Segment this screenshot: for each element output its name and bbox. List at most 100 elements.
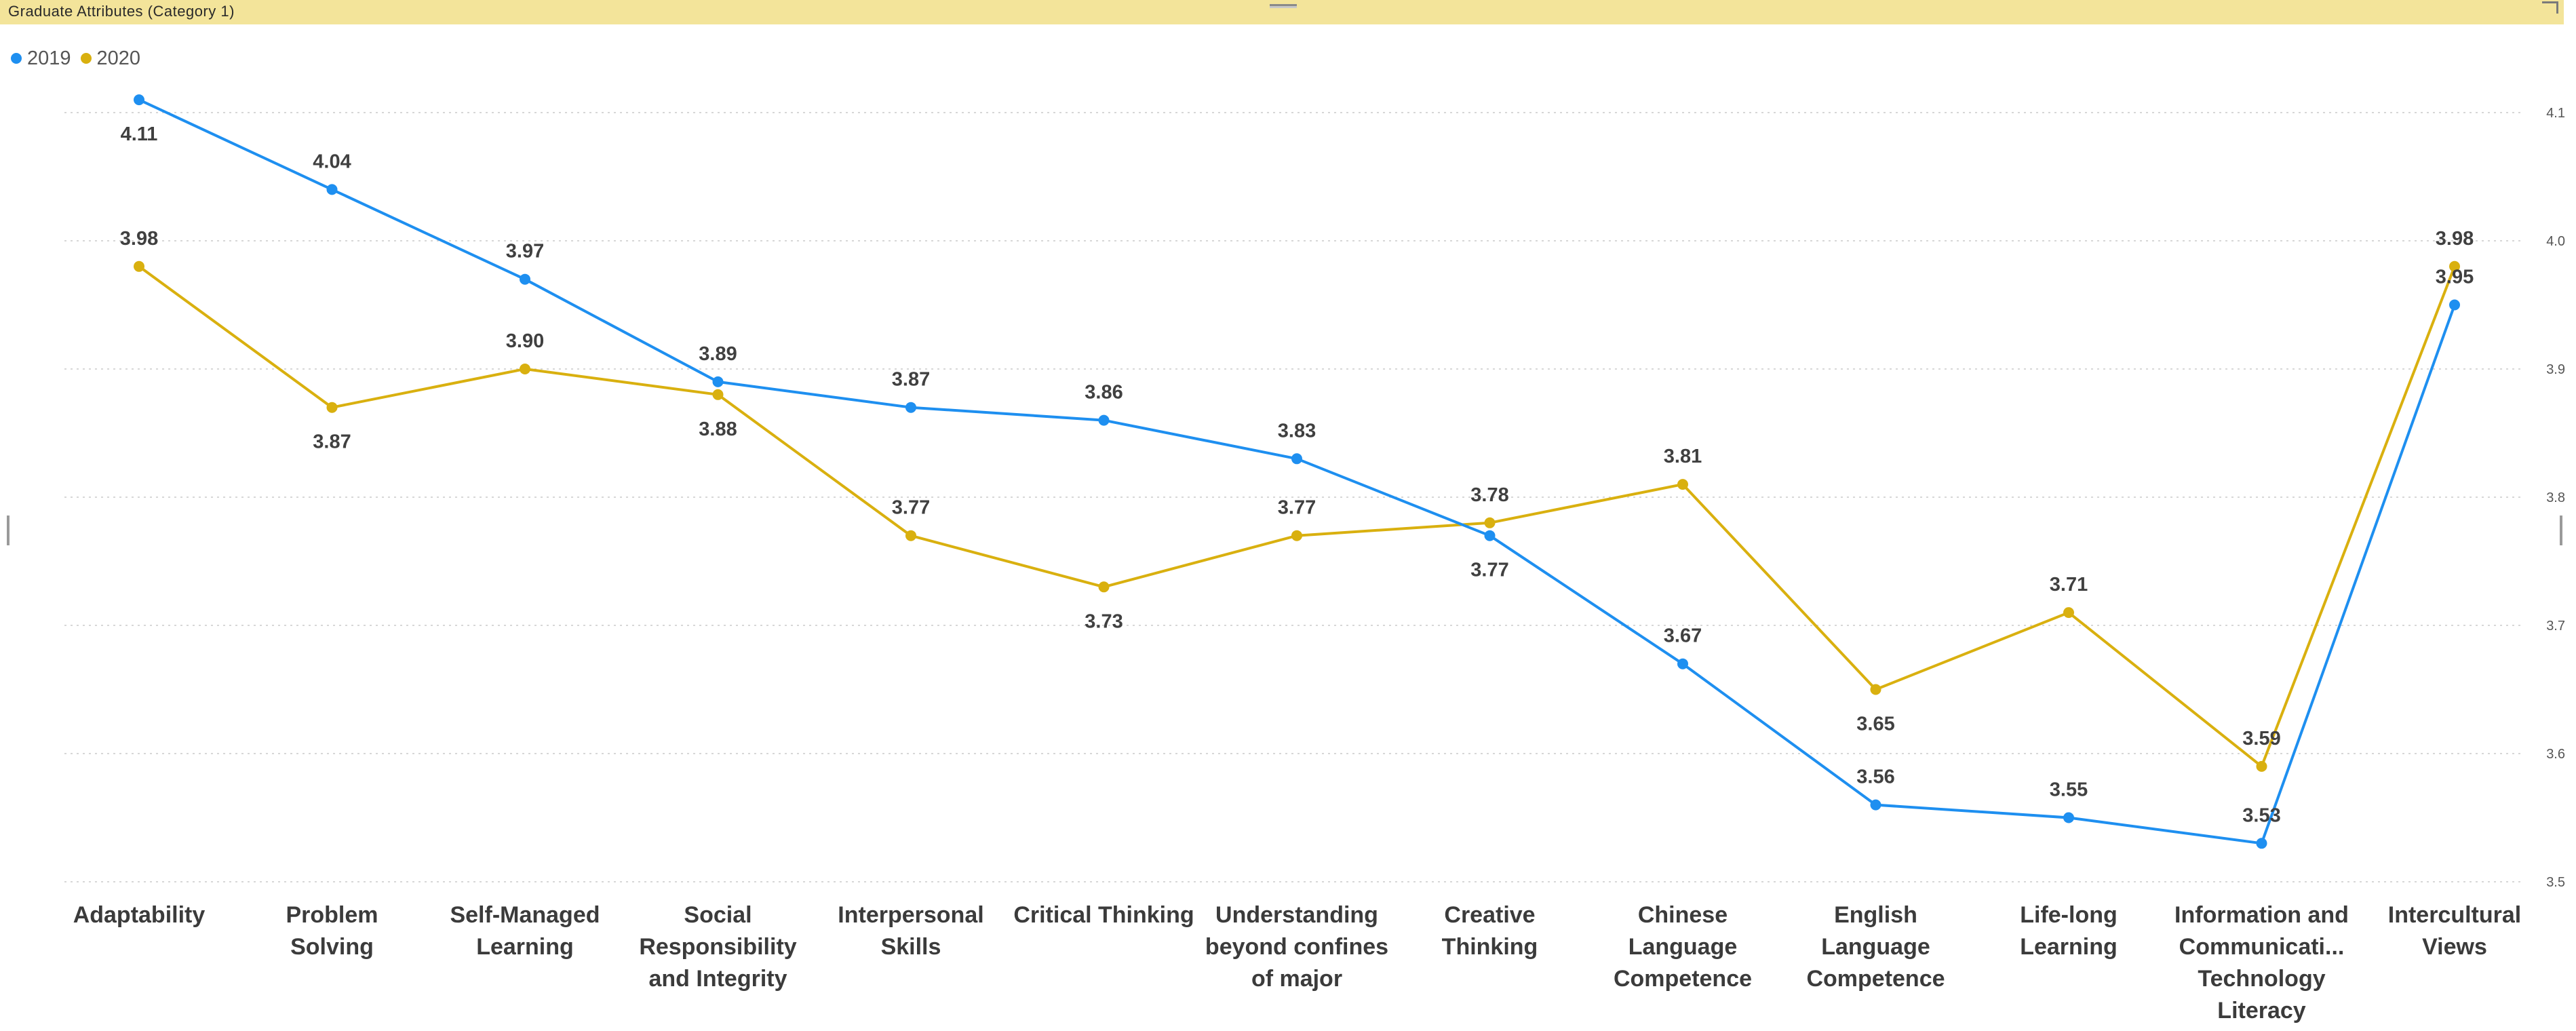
- data-label-2020: 3.98: [2436, 228, 2474, 250]
- data-point-2019: [905, 402, 916, 413]
- x-category-label-line: Information and: [2174, 902, 2349, 928]
- data-point-2020: [2063, 607, 2074, 619]
- data-label-2019: 3.55: [2050, 779, 2088, 801]
- y-tick-label: 4.1: [2546, 106, 2565, 121]
- x-category-label-line: Communicati...: [2179, 934, 2345, 960]
- data-label-2020: 3.98: [120, 228, 158, 250]
- data-point-2020: [1870, 684, 1881, 695]
- data-point-2019: [1870, 799, 1881, 811]
- data-label-2020: 3.87: [313, 431, 351, 453]
- data-label-2020: 3.65: [1856, 714, 1894, 735]
- x-category-label-line: Learning: [2020, 934, 2118, 960]
- x-category-label: Critical Thinking: [1013, 902, 1194, 928]
- legend-label: 2020: [96, 47, 141, 69]
- legend-item-2020[interactable]: 2020: [80, 47, 141, 70]
- x-category-label-line: Problem: [286, 902, 378, 928]
- legend-dot-icon: [80, 53, 92, 64]
- series-line-2019: [138, 98, 2456, 845]
- data-label-2020: 3.59: [2242, 728, 2280, 750]
- data-point-2020: [2256, 760, 2267, 772]
- data-point-2019: [1291, 453, 1302, 465]
- data-point-2019: [1677, 658, 1688, 669]
- data-label-2019: 3.83: [1278, 420, 1316, 442]
- data-point-2019: [2256, 838, 2267, 849]
- data-point-2019: [520, 273, 530, 285]
- x-category-label-line: Responsibility: [639, 934, 796, 960]
- data-label-2020: 3.71: [2050, 574, 2088, 596]
- data-point-2019: [326, 184, 338, 195]
- focus-mode-icon[interactable]: [2542, 1, 2558, 14]
- y-tick-label: 3.9: [2546, 362, 2565, 377]
- x-category-label-line: Life-long: [2020, 902, 2118, 928]
- data-point-2020: [712, 389, 724, 400]
- data-label-2020: 3.78: [1470, 484, 1508, 506]
- x-category-label: Self-Managed Learning: [450, 902, 600, 960]
- x-category-label-line: Thinking: [1442, 934, 1538, 960]
- chart-legend: 2019 2020: [11, 45, 150, 72]
- data-label-2020: 3.90: [506, 330, 544, 352]
- data-label-2020: 3.81: [1664, 446, 1702, 467]
- resize-handle-left[interactable]: [7, 516, 9, 545]
- x-category-label-line: beyond confines: [1205, 934, 1388, 960]
- legend-item-2019[interactable]: 2019: [11, 47, 71, 70]
- x-category-label-line: Interpersonal: [838, 902, 983, 928]
- data-point-2020: [2449, 260, 2460, 272]
- x-category-label-line: Adaptability: [73, 902, 206, 928]
- y-tick-label: 4.0: [2546, 234, 2565, 249]
- x-category-label-line: English: [1834, 902, 1917, 928]
- x-category-label: Creative Thinking: [1442, 902, 1538, 960]
- x-category-label: English Language Competence: [1806, 902, 1945, 992]
- data-label-2020: 3.88: [699, 419, 737, 440]
- x-category-label: Chinese Language Competence: [1614, 902, 1752, 992]
- x-category-label: Understanding beyond confines of major: [1205, 902, 1388, 992]
- legend-label: 2019: [27, 47, 71, 69]
- y-tick-label: 3.5: [2546, 875, 2565, 890]
- data-point-2020: [905, 530, 916, 541]
- x-category-label-line: Competence: [1614, 966, 1752, 992]
- x-category-label: Social Responsibility and Integrity: [639, 902, 796, 992]
- data-label-2019: 3.97: [506, 241, 544, 262]
- y-tick-label: 3.8: [2546, 490, 2565, 505]
- x-category-label-line: Critical Thinking: [1013, 902, 1194, 928]
- x-category-label-line: Language: [1628, 934, 1738, 960]
- data-point-2019: [1098, 414, 1110, 426]
- data-label-2020: 3.73: [1085, 610, 1123, 632]
- x-category-label: Intercultural Views: [2388, 902, 2521, 960]
- data-point-2019: [2063, 812, 2074, 823]
- data-label-2019: 4.11: [121, 123, 158, 145]
- y-tick-label: 3.7: [2546, 619, 2565, 634]
- x-category-label-line: Skills: [881, 934, 941, 960]
- data-label-2019: 3.77: [1470, 560, 1508, 581]
- y-tick-label: 3.6: [2546, 747, 2565, 762]
- x-category-label-line: Creative: [1444, 902, 1535, 928]
- data-point-2020: [1291, 530, 1302, 541]
- x-category-label: Information and Communicati... Technology L…: [2174, 902, 2349, 1024]
- x-category-label-line: and Integrity: [648, 966, 787, 992]
- data-point-2019: [2449, 299, 2460, 311]
- data-point-2020: [1677, 479, 1688, 490]
- data-point-2020: [326, 402, 338, 413]
- visual-title: Graduate Attributes (Category 1): [8, 3, 235, 20]
- data-point-2019: [1484, 530, 1496, 541]
- data-label-2019: 4.04: [313, 151, 351, 172]
- drag-grip-icon[interactable]: [1270, 4, 1297, 8]
- data-label-2019: 3.86: [1085, 382, 1123, 404]
- data-point-2019: [134, 94, 144, 106]
- visual-header[interactable]: Graduate Attributes (Category 1): [0, 0, 2564, 24]
- x-category-label-line: Competence: [1806, 966, 1945, 992]
- data-label-2019: 3.89: [699, 343, 737, 365]
- data-point-2020: [134, 260, 144, 272]
- data-point-2020: [520, 364, 530, 374]
- data-point-2020: [1484, 517, 1496, 528]
- resize-handle-right[interactable]: [2560, 516, 2562, 545]
- x-category-label: Adaptability: [73, 902, 206, 928]
- x-category-label-line: Views: [2422, 934, 2487, 960]
- x-category-label: Problem Solving: [286, 902, 378, 960]
- x-category-label: Interpersonal Skills: [838, 902, 983, 960]
- data-label-2019: 3.95: [2436, 267, 2474, 288]
- data-label-2019: 3.56: [1856, 766, 1894, 788]
- x-category-label-line: Social: [684, 902, 752, 928]
- data-point-2020: [1098, 581, 1110, 593]
- x-category-label-line: Literacy: [2217, 998, 2305, 1024]
